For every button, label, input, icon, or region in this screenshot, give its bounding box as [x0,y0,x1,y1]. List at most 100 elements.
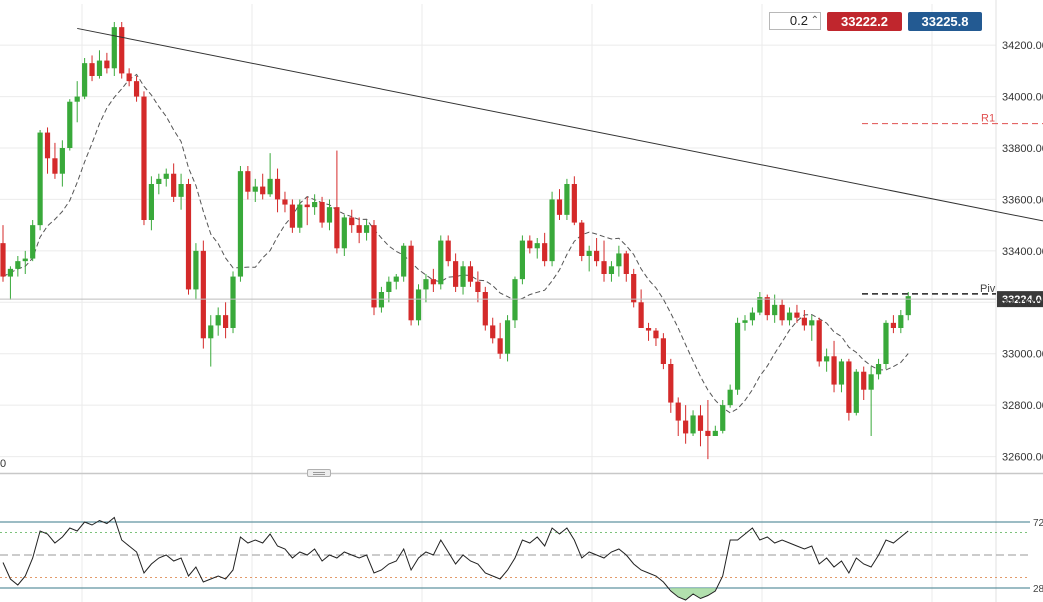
last-price-tag [997,291,1043,308]
candle-body [623,253,629,274]
candle-body [363,225,370,233]
candle-body [438,240,444,285]
r1-label: R1 [981,113,995,125]
candle-body [237,171,244,277]
candle-body [638,302,644,328]
spread-value: 0.2 [789,13,808,28]
candle-body [601,261,607,274]
moving-average-layer [2,73,909,414]
candle-body [579,222,585,256]
candle-body [786,312,793,321]
rsi-line [2,516,909,601]
ask-price-button[interactable]: 33225.8 [908,12,982,31]
candle-body [467,266,474,282]
candle-body [824,356,830,362]
candle-body [586,250,592,256]
candle-body [371,225,377,308]
candle-body [779,304,785,321]
candle-body [289,204,295,228]
rsi-lower-label: 28 [1033,584,1043,595]
candle-body [7,268,14,277]
candle-body [252,186,258,192]
candle-body [282,199,288,205]
candle-body [460,266,466,287]
candle-body [59,148,65,174]
candle-body [200,250,206,339]
candle-body [267,178,273,195]
candle-body [801,317,807,326]
price-tick-label: 33600.00 [1002,194,1043,206]
candle-body [749,312,756,321]
overlay-lines: Piv R1 33224.0 [0,27,1043,308]
candle-body [846,361,852,413]
candle-body [341,217,347,249]
candle-body [497,338,503,354]
candle-body [571,184,577,223]
candle-body [126,73,132,82]
candle-body [156,178,162,184]
candle-body [594,250,600,262]
candle-body [742,320,748,323]
pivot-label: Piv [980,283,996,295]
candle-body [564,184,570,215]
candle-body [163,173,169,179]
candle-body [230,276,236,328]
candle-body [89,63,95,76]
candle-body [675,402,681,421]
candle-body [260,186,266,195]
price-tick-label: 33400.00 [1002,246,1043,258]
panel-resize-handle[interactable] [307,469,331,477]
candle-body [542,243,548,262]
spinner-up-icon[interactable]: ⌃ [810,15,819,26]
candle-body [883,322,889,364]
candle-body [326,207,333,223]
candle-body [727,389,733,406]
candle-body [223,315,229,328]
candle-body [245,171,251,192]
candle-body [734,322,741,390]
candle-body [408,245,414,321]
candle-body [660,338,666,364]
price-tick-label: 0 [0,458,6,470]
candle-body [690,415,696,434]
candle-body [334,207,340,249]
candle-body [30,225,36,259]
candle-body [215,315,221,326]
candle-body [720,405,726,431]
last-price-value: 33224.0 [1002,294,1042,306]
candle-body [148,184,154,220]
price-tick-label: 32800.00 [1002,400,1043,412]
candle-body [653,330,659,339]
spread-spinner[interactable]: 0.2 ⌃ [769,12,821,30]
bid-price-button[interactable]: 33222.2 [827,12,902,31]
candle-body [683,420,689,434]
candle-body [297,204,303,228]
candle-body [96,60,103,76]
candle-body [0,243,6,277]
candle-body [349,217,355,226]
candle-body [82,63,88,97]
candle-body [482,292,488,326]
candle-body [133,81,140,97]
candle-body [111,27,117,69]
candle-body [415,289,422,321]
candle-body [453,261,459,287]
grip-line [313,472,325,473]
candle-body [890,322,896,328]
candle-body [556,199,563,215]
candle-body [519,240,525,280]
candle-body [178,184,184,197]
trend-line [77,27,1043,222]
candle-body [44,132,51,159]
price-tick-label: 34200.00 [1002,40,1043,52]
candle-body [208,325,214,339]
candle-body [401,245,407,277]
candle-body [816,320,822,362]
candle-body [645,328,652,331]
candle-body [534,243,540,249]
candle-body [668,364,674,403]
candle-body [119,27,125,74]
candle-body [15,261,21,269]
candle-body [868,374,874,390]
